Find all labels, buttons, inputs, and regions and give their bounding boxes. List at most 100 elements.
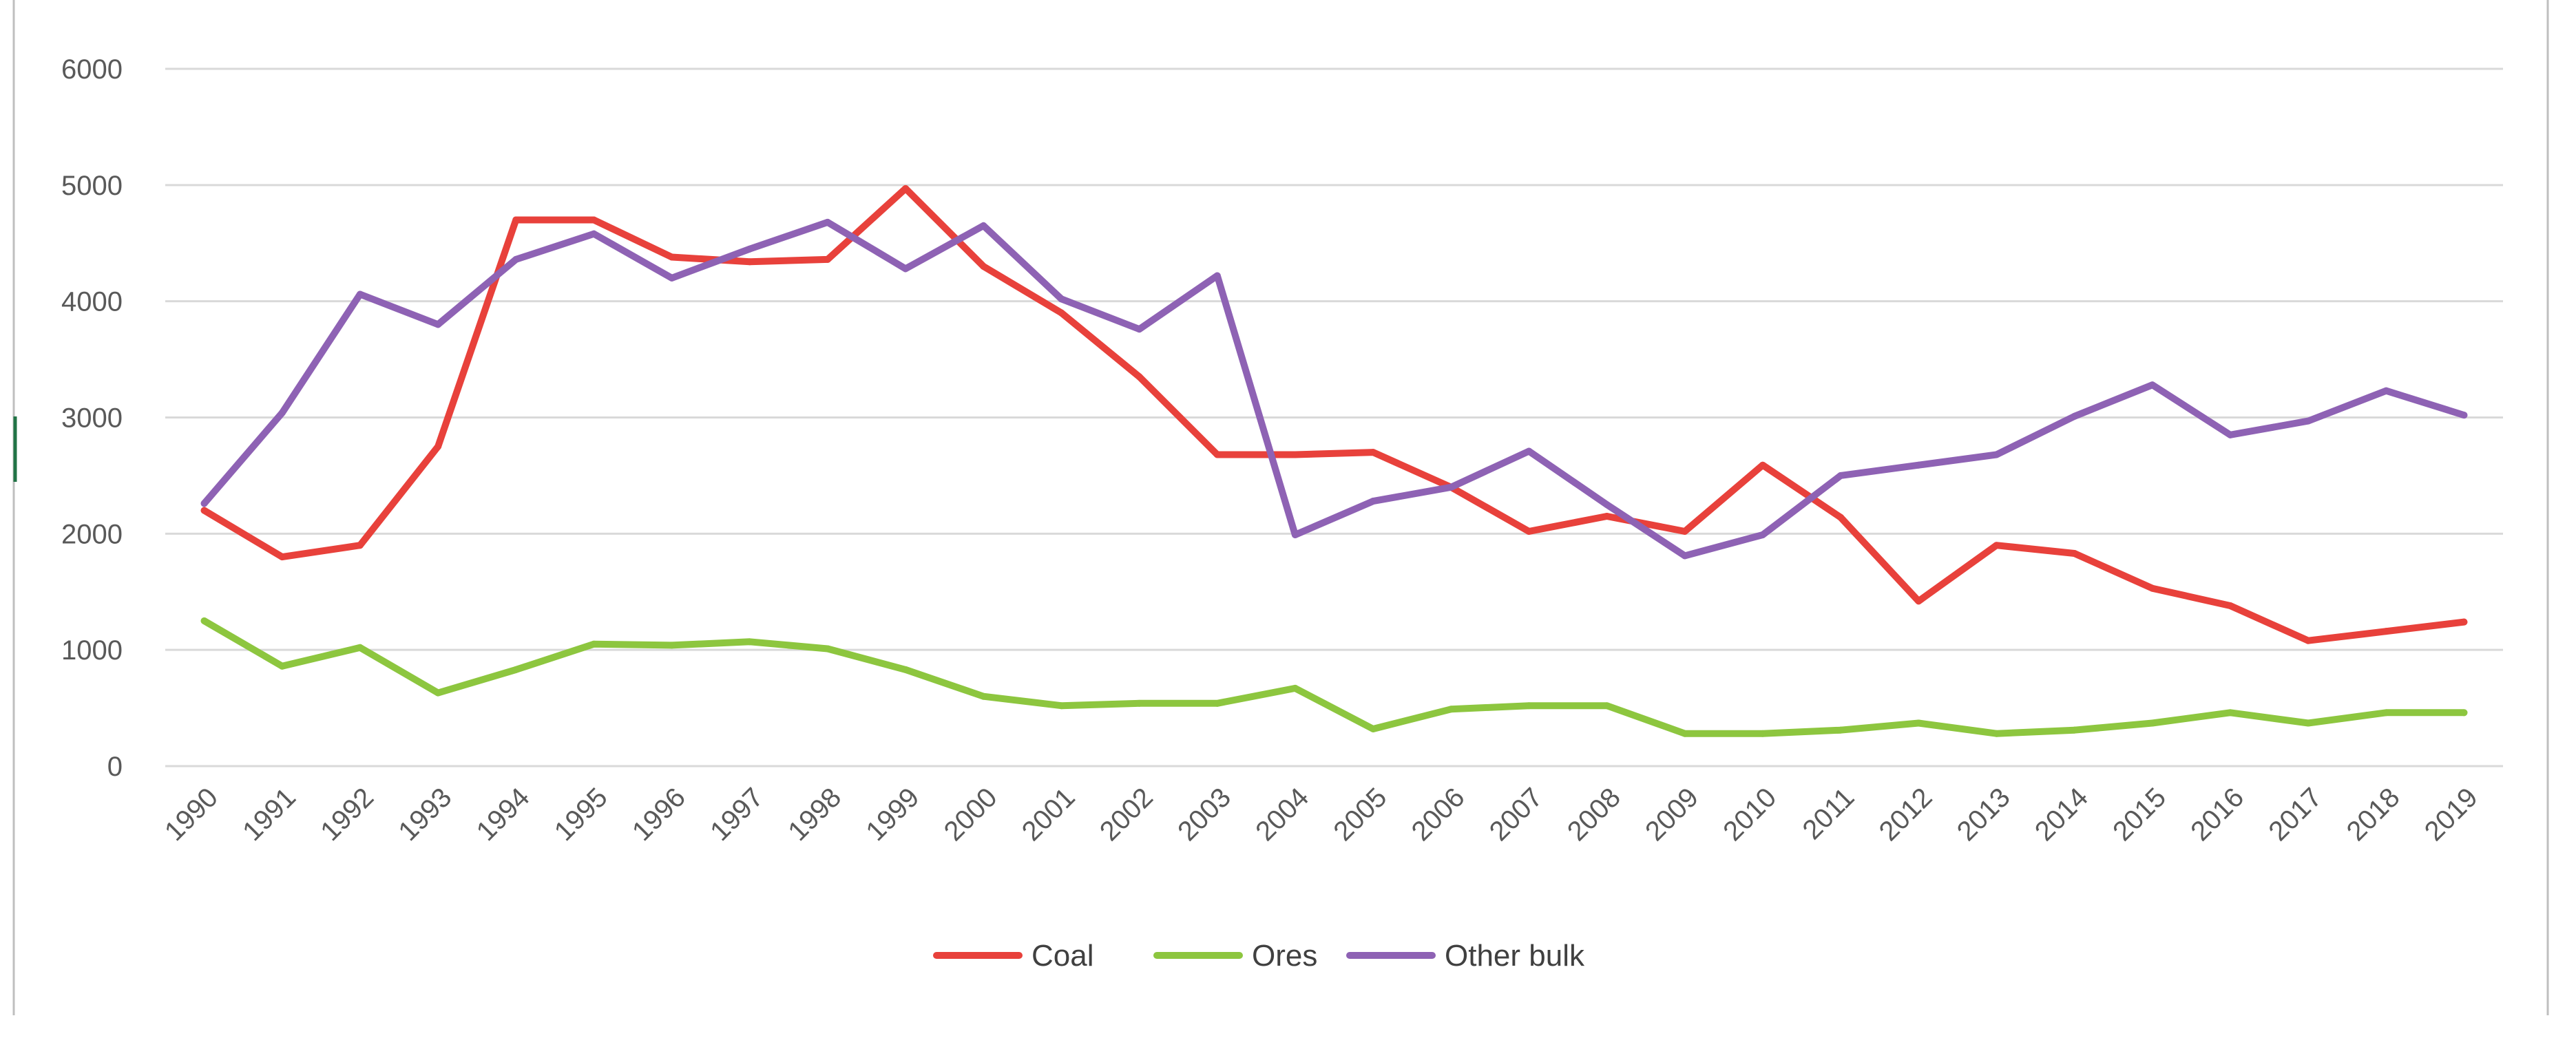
data-point-ores — [1759, 730, 1766, 737]
data-point-coal — [356, 542, 364, 549]
x-tick-label: 1996 — [627, 782, 691, 847]
data-point-coal — [1291, 451, 1299, 458]
series-line-coal — [200, 184, 2468, 644]
data-point-other-bulk — [1759, 531, 1766, 539]
data-point-other-bulk — [2148, 381, 2156, 389]
data-point-other-bulk — [278, 409, 286, 416]
data-point-other-bulk — [1837, 472, 1845, 479]
data-point-coal — [590, 216, 598, 224]
data-point-ores — [434, 689, 442, 697]
gridlines — [165, 67, 2503, 767]
data-point-ores — [2460, 709, 2468, 717]
data-point-coal — [1915, 597, 1923, 605]
data-point-other-bulk — [902, 265, 910, 273]
legend-item-other-bulk: Other bulk — [1346, 939, 1585, 973]
data-point-other-bulk — [1291, 531, 1299, 539]
y-axis: 0 1000 2000 3000 4000 5000 6000 — [61, 54, 123, 782]
x-tick-label: 1995 — [549, 782, 614, 847]
data-point-other-bulk — [356, 290, 364, 298]
data-point-other-bulk — [2071, 412, 2078, 420]
legend: Coal Ores Other bulk — [933, 939, 1585, 973]
data-point-other-bulk — [668, 274, 676, 282]
data-point-other-bulk — [1058, 295, 1065, 303]
data-point-coal — [746, 258, 753, 266]
data-point-ores — [1370, 725, 1377, 732]
data-point-other-bulk — [434, 321, 442, 328]
data-point-ores — [278, 662, 286, 670]
x-tick-label: 2003 — [1172, 782, 1237, 847]
data-point-ores — [356, 644, 364, 651]
x-tick-label: 2017 — [2263, 782, 2327, 847]
x-tick-label: 2001 — [1016, 782, 1081, 847]
data-point-ores — [2383, 709, 2390, 717]
data-point-other-bulk — [746, 245, 753, 253]
x-tick-label: 2004 — [1250, 782, 1315, 847]
data-point-other-bulk — [1993, 451, 2000, 458]
data-point-ores — [2148, 719, 2156, 727]
legend-label: Coal — [1032, 939, 1094, 973]
data-point-ores — [590, 640, 598, 648]
data-point-other-bulk — [2460, 412, 2468, 419]
data-point-ores — [1058, 702, 1065, 710]
data-point-other-bulk — [200, 500, 208, 507]
data-point-coal — [434, 443, 442, 450]
data-point-coal — [902, 184, 910, 192]
data-point-coal — [512, 216, 520, 224]
x-tick-label: 2006 — [1406, 782, 1471, 847]
data-point-other-bulk — [590, 230, 598, 237]
x-tick-label: 2007 — [1484, 782, 1549, 847]
x-tick-label: 2015 — [2107, 782, 2172, 847]
data-point-other-bulk — [2305, 417, 2312, 425]
y-tick-label: 1000 — [61, 635, 123, 666]
x-tick-label: 1998 — [782, 782, 847, 847]
x-tick-label: 2012 — [1874, 782, 1938, 847]
data-point-coal — [278, 553, 286, 561]
data-point-ores — [1213, 699, 1221, 707]
data-point-ores — [668, 642, 676, 649]
data-point-ores — [980, 692, 987, 700]
data-point-ores — [1447, 706, 1455, 713]
data-point-other-bulk — [1915, 461, 1923, 469]
data-point-coal — [1525, 527, 1533, 535]
data-point-other-bulk — [2383, 387, 2390, 394]
y-tick-label: 0 — [107, 752, 123, 782]
chart-frame — [12, 0, 2549, 1015]
data-point-ores — [2071, 726, 2078, 734]
x-tick-label: 1993 — [392, 782, 457, 847]
data-point-other-bulk — [1135, 326, 1143, 333]
data-point-coal — [1603, 513, 1611, 520]
data-point-coal — [1370, 449, 1377, 456]
data-point-ores — [1603, 702, 1611, 710]
data-point-other-bulk — [1447, 483, 1455, 491]
data-point-other-bulk — [1525, 447, 1533, 455]
data-point-coal — [1993, 542, 2000, 549]
data-point-other-bulk — [1603, 501, 1611, 509]
x-tick-label: 2014 — [2029, 782, 2094, 847]
data-point-other-bulk — [2226, 431, 2234, 438]
data-point-coal — [1213, 451, 1221, 458]
data-point-ores — [200, 617, 208, 624]
data-point-ores — [1291, 684, 1299, 692]
data-point-coal — [2305, 637, 2312, 644]
x-tick-label: 1997 — [704, 782, 769, 847]
x-tick-label: 2000 — [939, 782, 1003, 847]
data-point-coal — [2148, 584, 2156, 592]
series-line-ores — [200, 617, 2468, 737]
data-point-coal — [668, 253, 676, 261]
data-point-ores — [824, 645, 831, 653]
x-tick-label: 1991 — [237, 782, 302, 847]
x-tick-label: 1992 — [315, 782, 379, 847]
y-tick-label: 2000 — [61, 519, 123, 549]
data-point-coal — [2226, 602, 2234, 610]
data-point-coal — [824, 255, 831, 263]
y-tick-label: 6000 — [61, 54, 123, 85]
data-point-other-bulk — [824, 218, 831, 226]
legend-label: Ores — [1252, 939, 1317, 973]
y-tick-label: 3000 — [61, 403, 123, 434]
data-point-other-bulk — [512, 255, 520, 263]
data-point-coal — [2383, 628, 2390, 635]
data-point-coal — [2460, 618, 2468, 626]
y-tick-label: 4000 — [61, 287, 123, 317]
x-tick-label: 2018 — [2341, 782, 2406, 847]
